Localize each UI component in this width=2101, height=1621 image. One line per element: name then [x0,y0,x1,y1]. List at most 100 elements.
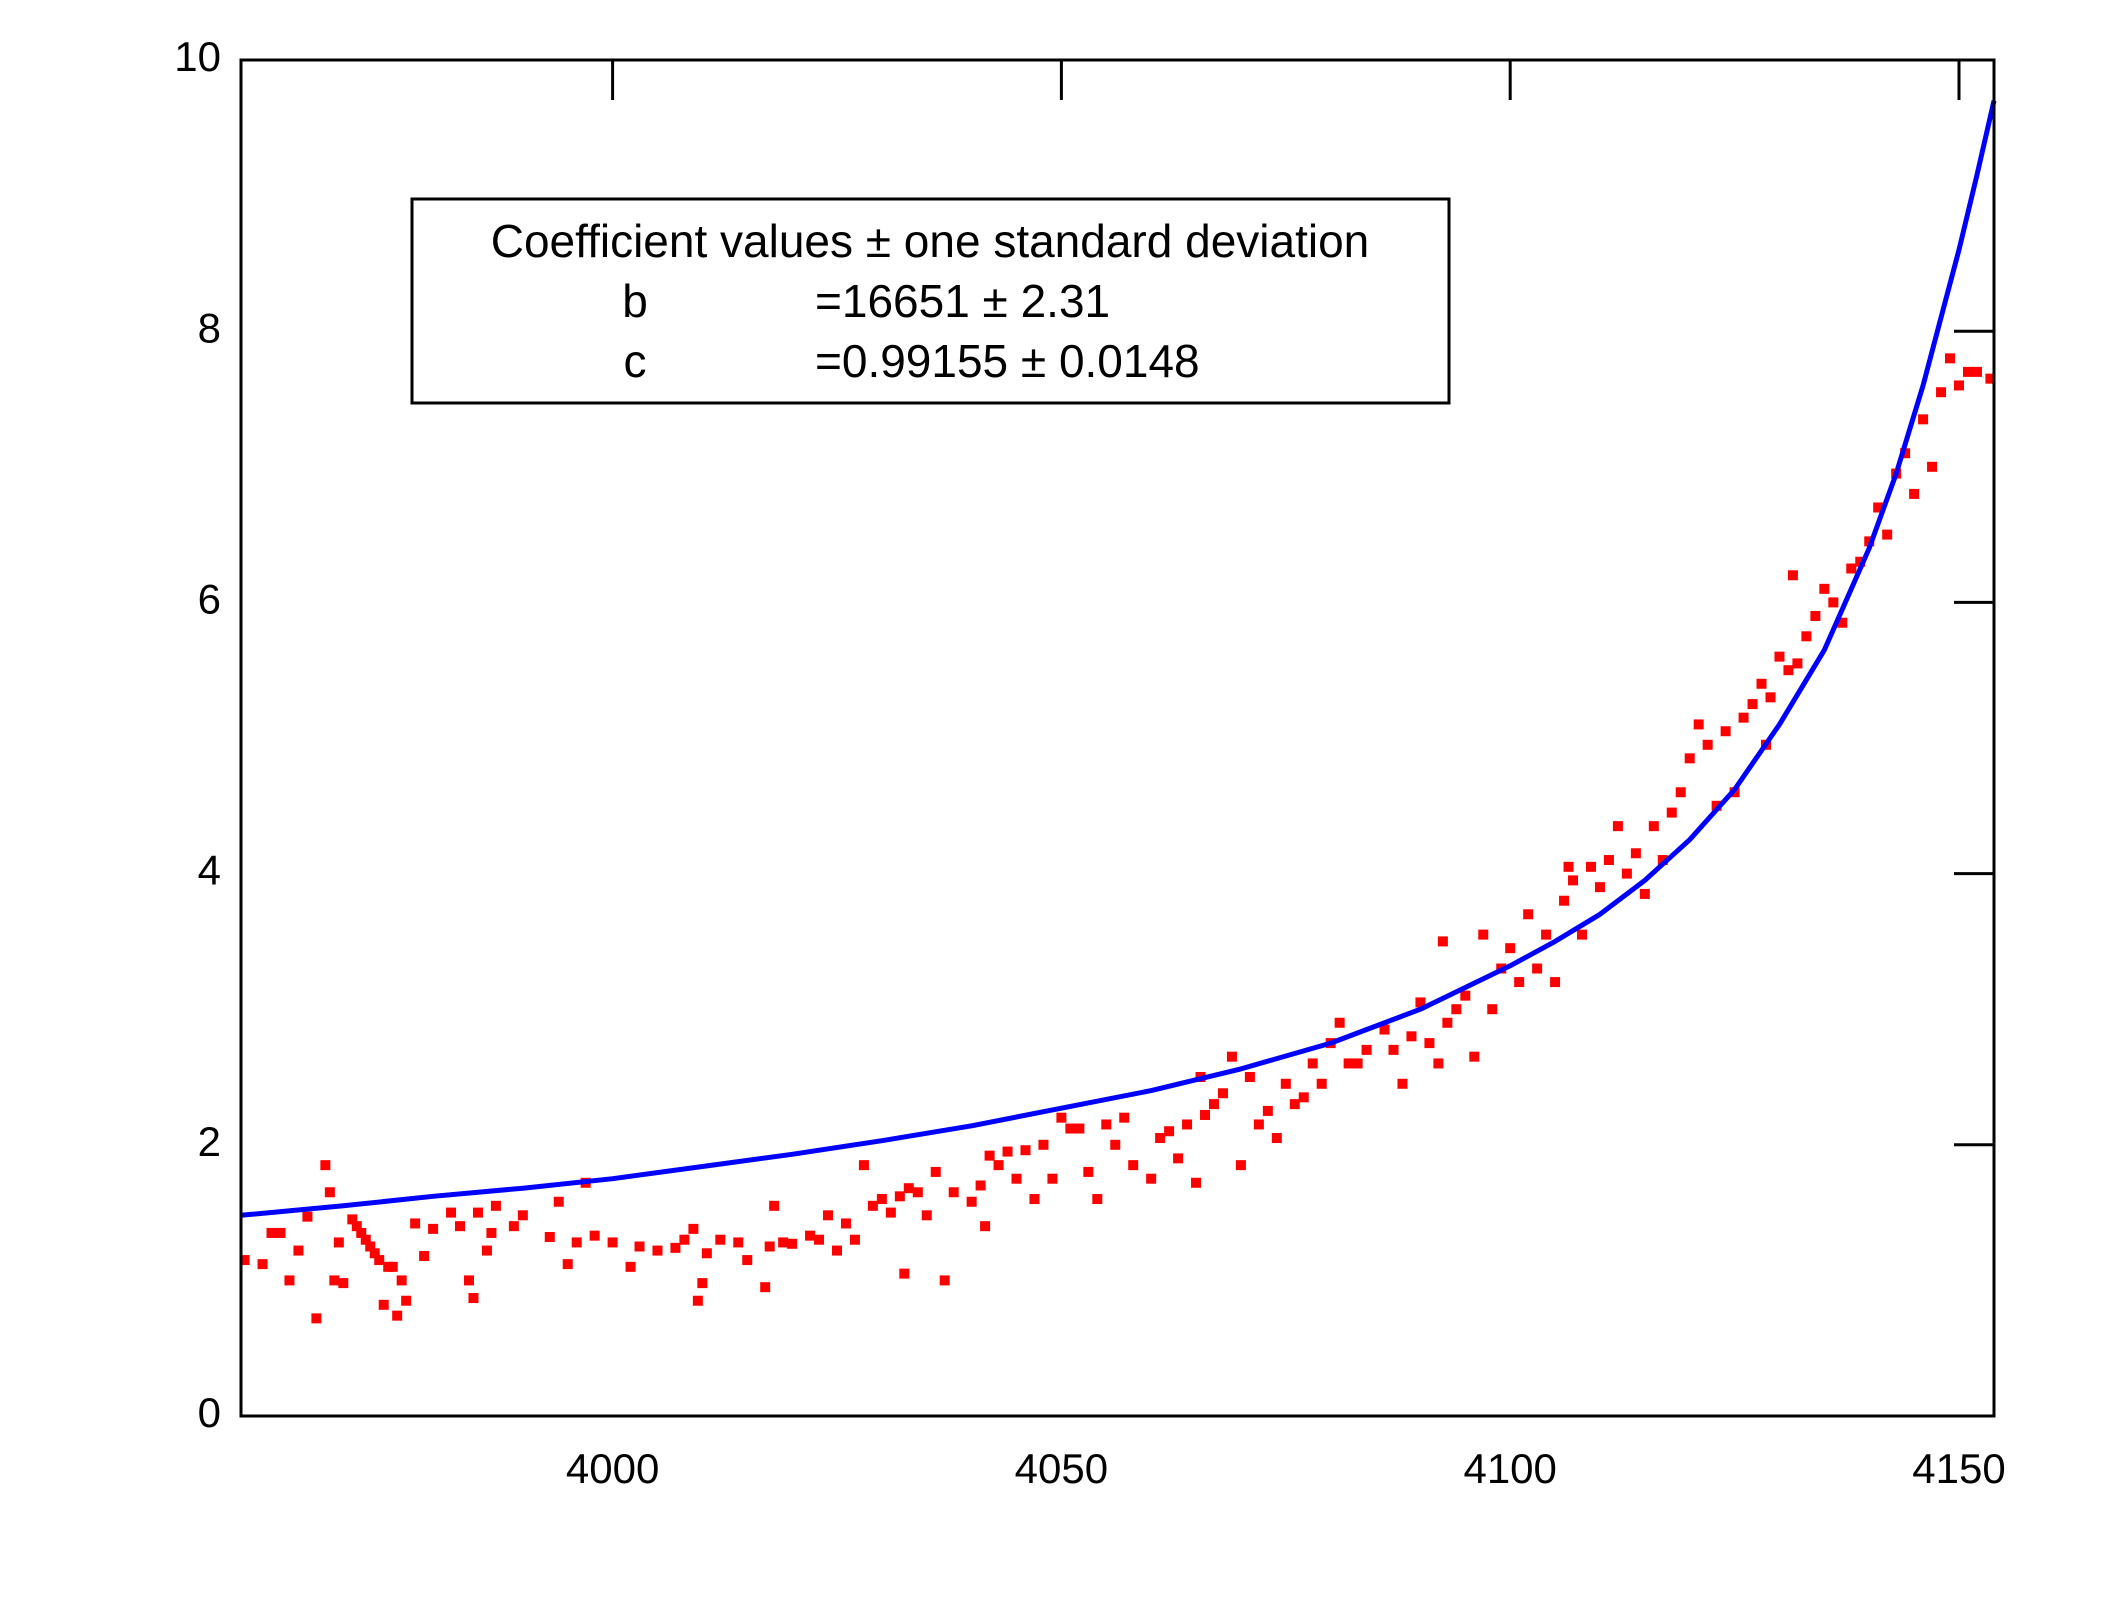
data-point [1945,353,1956,364]
data-point [553,1196,564,1207]
y-tick-label: 2 [198,1118,221,1165]
data-point [1397,1078,1408,1089]
data-point [455,1221,466,1232]
data-point [1630,848,1641,859]
data-point [517,1210,528,1221]
data-point [369,1248,380,1259]
annotation-key: b [622,275,648,327]
data-point [1909,488,1920,499]
data-point [1083,1166,1094,1177]
data-point [1164,1126,1175,1137]
data-point [365,1241,376,1252]
data-point [378,1299,389,1310]
data-point [490,1200,501,1211]
data-point [1128,1160,1139,1171]
data-point [1971,366,1982,377]
data-point [1577,929,1588,940]
data-point [1918,414,1929,425]
data-point [1316,1078,1327,1089]
annotation-value: =0.99155 ± 0.0148 [815,335,1200,387]
data-point [1594,882,1605,893]
data-point [1962,366,1973,377]
data-point [1289,1099,1300,1110]
data-point [1298,1092,1309,1103]
data-point [1684,753,1695,764]
data-point [1487,1004,1498,1015]
data-point [1693,719,1704,730]
data-point [333,1237,344,1248]
data-point [1020,1145,1031,1156]
data-point [930,1166,941,1177]
data-point [1101,1119,1112,1130]
data-point [980,1221,991,1232]
data-point [1639,888,1650,899]
data-point [1927,461,1938,472]
data-point [1460,990,1471,1001]
data-point [1271,1133,1282,1144]
data-point [419,1250,430,1261]
data-point [338,1278,349,1289]
data-point [257,1259,268,1270]
data-point [948,1187,959,1198]
data-point [1765,692,1776,703]
data-point [1882,529,1893,540]
data-point [1612,821,1623,832]
data-point [1855,556,1866,567]
data-point [966,1196,977,1207]
data-point [1532,963,1543,974]
data-point [742,1255,753,1266]
data-point [374,1255,385,1266]
data-point [625,1261,636,1272]
data-point [984,1150,995,1161]
data-point [733,1237,744,1248]
data-point [1379,1024,1390,1035]
data-point [1208,1099,1219,1110]
data-point [360,1234,371,1245]
data-point [1523,909,1534,920]
data-point [472,1207,483,1218]
data-point [769,1200,780,1211]
data-point [921,1210,932,1221]
data-point [1563,861,1574,872]
data-point [1648,821,1659,832]
data-point [1711,800,1722,811]
data-point [410,1218,421,1229]
data-point [764,1241,775,1252]
data-point [701,1248,712,1259]
data-point [697,1278,708,1289]
data-point [1433,1058,1444,1069]
data-point [1828,597,1839,608]
data-point [1787,570,1798,581]
data-point [899,1268,910,1279]
data-point [885,1207,896,1218]
data-point [679,1234,690,1245]
data-point [463,1275,474,1286]
data-point [652,1245,663,1256]
data-point [688,1223,699,1234]
data-point [1226,1051,1237,1062]
data-point [1038,1139,1049,1150]
y-tick-label: 6 [198,575,221,622]
y-tick-label: 4 [198,847,221,894]
data-point [894,1191,905,1202]
fit-line [240,100,1997,1218]
data-point [266,1227,277,1238]
data-point [1936,387,1947,398]
data-point [1191,1177,1202,1188]
data-point [1900,448,1911,459]
data-point [329,1275,340,1286]
data-point [293,1245,304,1256]
data-point [1029,1194,1040,1205]
data-point [1585,861,1596,872]
data-point [1388,1044,1399,1055]
data-point [692,1295,703,1306]
data-point [876,1194,887,1205]
data-point [1406,1031,1417,1042]
data-point [670,1242,681,1253]
data-point [1334,1017,1345,1028]
data-point [805,1230,816,1241]
data-point [1568,875,1579,886]
data-point [1002,1146,1013,1157]
